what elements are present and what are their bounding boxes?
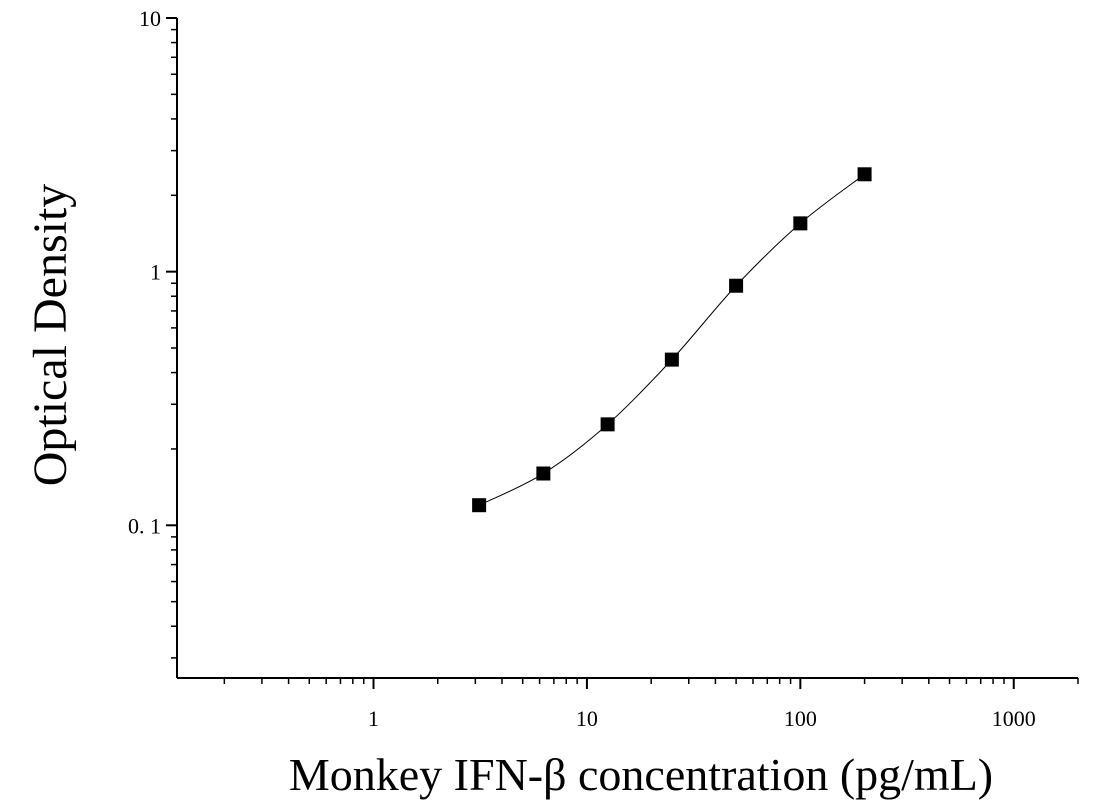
y-major-ticks [166, 17, 177, 527]
x-tick-label: 1 [368, 706, 379, 731]
data-point [857, 167, 872, 182]
data-point [536, 466, 551, 481]
x-tick-labels: 1 10 100 1000 [368, 706, 1036, 731]
data-point [729, 278, 744, 293]
data-markers [472, 167, 872, 513]
y-tick-label: 1 [150, 260, 161, 285]
x-axis-title: Monkey IFN-β concentration (pg/mL) [289, 749, 993, 800]
data-point [793, 216, 808, 231]
x-tick-label: 100 [784, 706, 817, 731]
y-tick-label: 0. 1 [128, 513, 161, 538]
y-axis-title: Optical Density [24, 184, 77, 487]
x-minor-ticks [223, 678, 1079, 684]
x-tick-label: 10 [576, 706, 598, 731]
x-tick-label: 1000 [992, 706, 1036, 731]
y-tick-labels: 0. 1 1 10 [128, 6, 161, 538]
data-point [664, 352, 679, 367]
data-point [472, 498, 487, 513]
y-tick-label: 10 [139, 6, 161, 31]
x-major-ticks [372, 678, 1015, 689]
data-point [600, 417, 615, 432]
